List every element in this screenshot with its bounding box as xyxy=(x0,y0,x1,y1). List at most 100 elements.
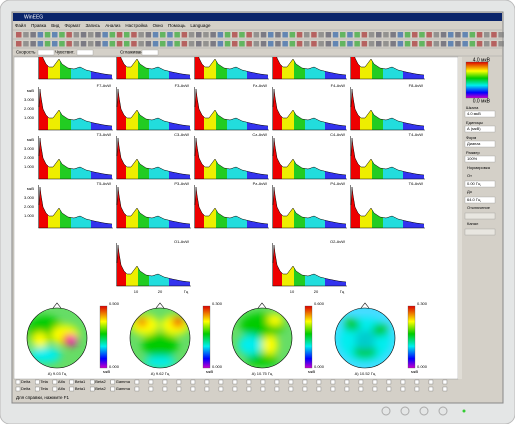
toolbar-button[interactable] xyxy=(491,32,497,38)
toolbar-button[interactable] xyxy=(59,32,65,38)
toolbar-button[interactable] xyxy=(102,41,108,47)
toolbar-button[interactable] xyxy=(224,41,231,47)
toolbar-button[interactable] xyxy=(152,41,159,47)
toolbar-button[interactable] xyxy=(109,41,116,47)
toolbar-button[interactable] xyxy=(462,32,468,38)
toolbar-button[interactable] xyxy=(124,41,130,47)
toolbar-button[interactable] xyxy=(325,41,332,47)
band-checkbox[interactable] xyxy=(344,386,350,392)
band-checkbox[interactable] xyxy=(246,386,252,392)
toolbar-button[interactable] xyxy=(188,32,195,38)
toolbar-button[interactable] xyxy=(260,41,267,47)
band-checkbox[interactable] xyxy=(204,379,210,385)
toolbar-button[interactable] xyxy=(412,32,418,38)
field-box[interactable] xyxy=(464,228,496,236)
toolbar-button[interactable] xyxy=(174,32,180,38)
toolbar-button[interactable] xyxy=(455,41,461,47)
toolbar-button[interactable] xyxy=(253,32,260,38)
toolbar-button[interactable] xyxy=(239,41,245,47)
band-checkbox[interactable] xyxy=(302,379,308,385)
toolbar-button[interactable] xyxy=(397,32,404,38)
band-checkbox[interactable] xyxy=(428,386,434,392)
band-checkbox[interactable] xyxy=(134,386,140,392)
toolbar-button[interactable] xyxy=(102,32,108,38)
menu-item[interactable]: Вид xyxy=(51,23,60,28)
toolbar-button[interactable] xyxy=(30,41,36,47)
toolbar-button[interactable] xyxy=(318,32,324,38)
band-checkbox[interactable] xyxy=(428,379,434,385)
toolbar-button[interactable] xyxy=(304,41,310,47)
field-box[interactable] xyxy=(464,196,496,204)
toolbar-button[interactable] xyxy=(340,41,346,47)
band-checkbox[interactable] xyxy=(330,379,336,385)
field-box[interactable] xyxy=(464,125,496,133)
toolbar-button[interactable] xyxy=(124,32,130,38)
toolbar-button[interactable] xyxy=(88,41,94,47)
toolbar-button[interactable] xyxy=(37,32,44,38)
toolbar-button[interactable] xyxy=(37,41,44,47)
toolbar-button[interactable] xyxy=(476,32,483,38)
band-checkbox[interactable] xyxy=(232,379,238,385)
toolbar-button[interactable] xyxy=(347,41,353,47)
toolbar-button[interactable] xyxy=(232,41,238,47)
toolbar-button[interactable] xyxy=(448,32,454,38)
band-checkbox[interactable] xyxy=(110,386,115,392)
toolbar-button[interactable] xyxy=(354,32,360,38)
band-checkbox[interactable] xyxy=(190,379,196,385)
toolbar-button[interactable] xyxy=(282,32,288,38)
toolbar-button[interactable] xyxy=(131,32,137,38)
menu-item[interactable]: Помощь xyxy=(168,23,186,28)
toolbar-button[interactable] xyxy=(361,32,368,38)
toolbar-button[interactable] xyxy=(16,41,22,47)
toolbar-button[interactable] xyxy=(433,41,440,47)
toolbar-button[interactable] xyxy=(469,32,476,38)
toolbar-button[interactable] xyxy=(66,41,72,47)
toolbar-button[interactable] xyxy=(246,32,252,38)
band-checkbox[interactable] xyxy=(414,379,420,385)
toolbar-button[interactable] xyxy=(282,41,288,47)
toolbar-button[interactable] xyxy=(152,32,159,38)
band-checkbox[interactable] xyxy=(134,379,140,385)
band-checkbox[interactable] xyxy=(372,386,378,392)
toolbar-button[interactable] xyxy=(210,41,216,47)
toolbar-button[interactable] xyxy=(73,41,80,47)
toolbar-button[interactable] xyxy=(217,32,224,38)
band-checkbox[interactable] xyxy=(302,386,308,392)
band-checkbox[interactable] xyxy=(246,379,252,385)
band-checkbox[interactable] xyxy=(162,386,168,392)
toolbar-button[interactable] xyxy=(376,32,382,38)
band-checkbox[interactable] xyxy=(218,386,224,392)
toolbar-button[interactable] xyxy=(498,32,504,38)
toolbar-button[interactable] xyxy=(397,41,404,47)
toolbar-button[interactable] xyxy=(217,41,224,47)
field-box[interactable] xyxy=(464,212,496,220)
toolbar-button[interactable] xyxy=(203,32,209,38)
toolbar-button[interactable] xyxy=(160,32,166,38)
toolbar-button[interactable] xyxy=(455,32,461,38)
band-checkbox[interactable] xyxy=(35,379,40,385)
band-checkbox[interactable] xyxy=(274,386,280,392)
band-checkbox[interactable] xyxy=(232,386,238,392)
toolbar-button[interactable] xyxy=(138,32,144,38)
toolbar-button[interactable] xyxy=(145,32,152,38)
toolbar-button[interactable] xyxy=(440,32,447,38)
toolbar-button[interactable] xyxy=(404,32,411,38)
band-checkbox[interactable] xyxy=(148,379,154,385)
band-checkbox[interactable] xyxy=(15,386,21,392)
toolbar-button[interactable] xyxy=(426,32,432,38)
band-checkbox[interactable] xyxy=(69,386,74,392)
band-checkbox[interactable] xyxy=(148,386,154,392)
toolbar-button[interactable] xyxy=(66,32,72,38)
band-checkbox[interactable] xyxy=(260,379,266,385)
toolbar-button[interactable] xyxy=(44,32,51,38)
toolbar-button[interactable] xyxy=(59,41,65,47)
toolbar-button[interactable] xyxy=(181,32,188,38)
toolbar-button[interactable] xyxy=(116,32,123,38)
toolbar-button[interactable] xyxy=(304,32,310,38)
band-checkbox[interactable] xyxy=(358,379,364,385)
toolbar-button[interactable] xyxy=(224,32,231,38)
toolbar-button[interactable] xyxy=(260,32,267,38)
band-checkbox[interactable] xyxy=(162,379,168,385)
menu-item[interactable]: Правка xyxy=(31,23,47,28)
toolbar-button[interactable] xyxy=(232,32,238,38)
